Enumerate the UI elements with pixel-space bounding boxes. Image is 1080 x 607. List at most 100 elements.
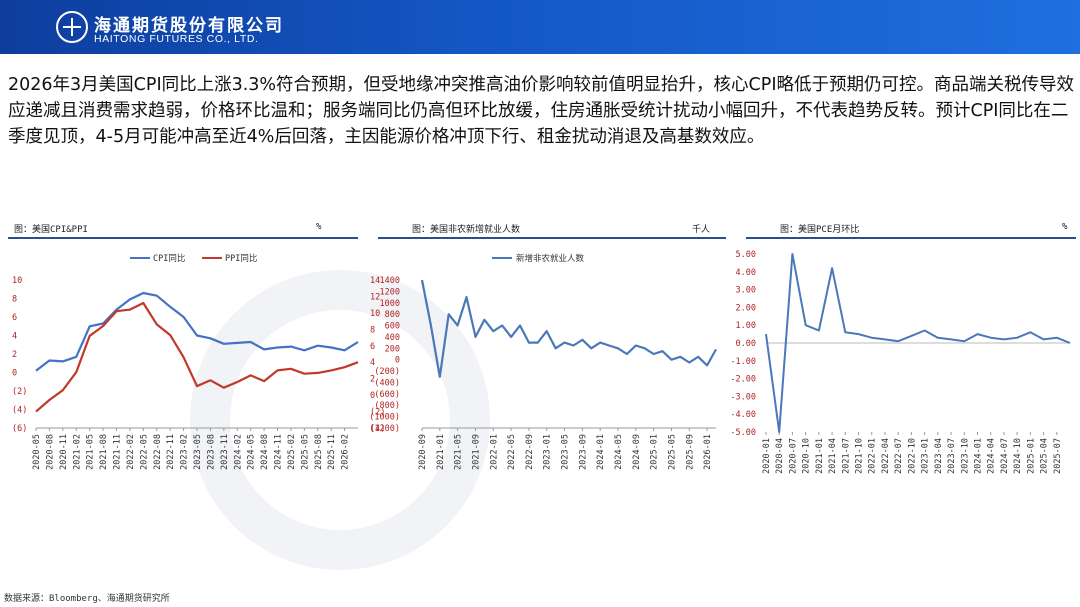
x-tick-label: 2025-05 [667, 434, 677, 470]
right-tick-label: 0 [370, 391, 375, 401]
left-tick-label: (600) [374, 390, 400, 400]
x-tick-label: 2023-07 [947, 438, 957, 474]
x-tick-label: 2021-02 [72, 434, 82, 470]
x-tick-label: 2020-08 [45, 434, 55, 470]
x-tick-label: 2024-10 [1013, 438, 1023, 474]
x-tick-label: 2023-08 [206, 434, 216, 470]
x-tick-label: 2021-10 [855, 438, 865, 474]
chart3-unit: % [1062, 222, 1068, 232]
x-tick-label: 2022-10 [907, 438, 917, 474]
series-line-ppi [35, 301, 359, 413]
left-tick-label: (6) [12, 424, 27, 434]
data-source-note: 数据来源：Bloomberg、海通期货研究所 [4, 594, 170, 604]
header-bar: 海通期货股份有限公司 HAITONG FUTURES CO., LTD. [0, 0, 1080, 54]
nonfarm-payrolls-chart: 1400120010008006004002000(200)(400)(600)… [369, 253, 717, 470]
left-tick-label: 3.00 [736, 286, 756, 296]
left-tick-label: (800) [374, 401, 400, 411]
left-tick-label: (4) [12, 406, 27, 416]
right-tick-label: 4 [370, 358, 375, 368]
chart2-unit: 千人 [692, 225, 711, 235]
right-tick-label: (2) [370, 408, 385, 418]
x-tick-label: 2020-07 [788, 438, 798, 474]
left-tick-label: 200 [385, 344, 400, 354]
x-tick-label: 2023-04 [934, 438, 944, 474]
x-tick-label: 2024-02 [233, 434, 243, 470]
x-tick-label: 2023-05 [193, 434, 203, 470]
chart1-divider [8, 237, 358, 239]
chart1-unit: % [316, 222, 322, 232]
series-line-payrolls [420, 279, 717, 378]
left-tick-label: 0 [395, 356, 400, 366]
x-tick-label: 2023-10 [960, 438, 970, 474]
haitong-logo-icon [56, 11, 88, 43]
x-tick-label: 2024-11 [274, 434, 284, 470]
company-name-cn: 海通期货股份有限公司 [94, 16, 284, 36]
left-tick-label: -1.00 [730, 357, 756, 367]
left-tick-label: 6 [12, 313, 17, 323]
left-tick-label: -4.00 [730, 410, 756, 420]
x-tick-label: 2024-01 [596, 434, 606, 470]
pce-mom-chart: 5.00 4.00 3.00 2.00 1.00 0.00 -1.00 -2.00 -3.00 -… [730, 250, 1071, 474]
right-tick-label: (4) [370, 424, 385, 434]
left-tick-label: -2.00 [730, 375, 756, 385]
x-tick-label: 2022-07 [894, 438, 904, 474]
x-tick-label: 2024-08 [260, 434, 270, 470]
x-tick-label: 2021-04 [828, 438, 838, 474]
left-tick-label: 1000 [380, 299, 400, 309]
x-tick-label: 2025-02 [287, 434, 297, 470]
x-tick-label: 2024-07 [1000, 438, 1010, 474]
x-tick-label: 2024-09 [632, 434, 642, 470]
left-tick-label: 0 [12, 369, 17, 379]
left-tick-label: 4.00 [736, 268, 756, 278]
x-tick-label: 2020-10 [802, 438, 812, 474]
x-tick-label: 2022-11 [166, 434, 176, 470]
x-tick-label: 2026-01 [703, 434, 713, 470]
x-tick-label: 2024-01 [973, 438, 983, 474]
chart3-title: 图：美国PCE月环比 [780, 225, 860, 235]
x-tick-label: 2020-01 [762, 438, 772, 474]
x-tick-label: 2023-01 [921, 438, 931, 474]
left-tick-label: 600 [385, 322, 400, 332]
left-tick-label: 800 [385, 310, 400, 320]
left-tick-label: 2 [12, 350, 17, 360]
left-tick-label: 5.00 [736, 250, 756, 260]
series-line-cpi [35, 291, 359, 372]
chart3-divider [746, 237, 1076, 239]
x-tick-label: 2020-05 [32, 434, 42, 470]
x-tick-label: 2023-05 [561, 434, 571, 470]
x-tick-label: 2025-11 [327, 434, 337, 470]
left-tick-label: 4 [12, 332, 17, 342]
summary-paragraph: 2026年3月美国CPI同比上涨3.3%符合预期，但受地缘冲突推高油价影响较前值… [8, 75, 1074, 147]
x-tick-label: 2020-09 [418, 434, 428, 470]
left-tick-label: 8 [12, 295, 17, 305]
x-tick-label: 2021-09 [471, 434, 481, 470]
right-tick-label: 14 [370, 276, 380, 286]
x-tick-label: 2025-07 [1053, 438, 1063, 474]
x-tick-label: 2025-05 [300, 434, 310, 470]
x-tick-label: 2020-04 [775, 438, 785, 474]
x-tick-label: 2025-01 [650, 434, 660, 470]
right-tick-label: 8 [370, 325, 375, 335]
x-tick-label: 2021-05 [454, 434, 464, 470]
x-tick-label: 2021-01 [436, 434, 446, 470]
x-tick-label: 2022-09 [525, 434, 535, 470]
x-tick-label: 2023-02 [180, 434, 190, 470]
right-tick-label: 12 [370, 292, 380, 302]
x-tick-label: 2024-05 [614, 434, 624, 470]
left-tick-label: -3.00 [730, 392, 756, 402]
left-tick-label: 1400 [380, 276, 400, 286]
legend-label: CPI同比 [153, 253, 185, 264]
legend-label: PPI同比 [225, 253, 257, 264]
x-tick-label: 2022-05 [507, 434, 517, 470]
left-tick-label: 10 [12, 276, 22, 286]
left-tick-label: 2.00 [736, 303, 756, 313]
right-tick-label: 10 [370, 309, 380, 319]
x-tick-label: 2021-05 [86, 434, 96, 470]
left-tick-label: (1200) [369, 424, 400, 434]
left-tick-label: 0.00 [736, 339, 756, 349]
chart2-divider [378, 237, 726, 239]
x-tick-label: 2024-04 [987, 438, 997, 474]
x-tick-label: 2025-09 [685, 434, 695, 470]
x-tick-label: 2022-01 [868, 438, 878, 474]
x-tick-label: 2021-01 [815, 438, 825, 474]
